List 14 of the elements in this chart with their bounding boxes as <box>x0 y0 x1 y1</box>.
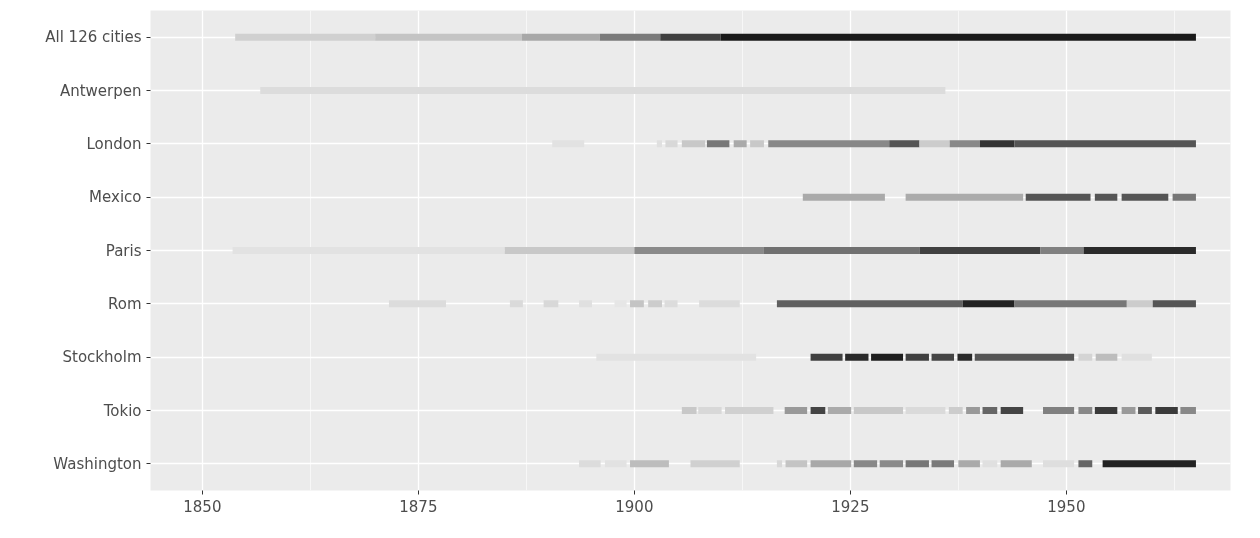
x-tick-label: 1950 <box>1047 497 1086 516</box>
y-tick-label: Stockholm <box>62 348 142 367</box>
y-tick-label: Washington <box>53 454 142 473</box>
x-tick-label: 1925 <box>831 497 870 516</box>
y-tick-label: Mexico <box>89 188 142 207</box>
y-tick-label: London <box>86 134 142 153</box>
x-tick-label: 1850 <box>183 497 222 516</box>
x-tick-label: 1900 <box>615 497 654 516</box>
y-tick-label: All 126 cities <box>45 28 142 47</box>
y-tick-label: Tokio <box>102 401 142 420</box>
y-tick-label: Antwerpen <box>59 81 142 100</box>
y-tick-label: Rom <box>107 294 142 313</box>
x-tick-label: 1875 <box>399 497 438 516</box>
y-tick-label: Paris <box>105 241 142 260</box>
